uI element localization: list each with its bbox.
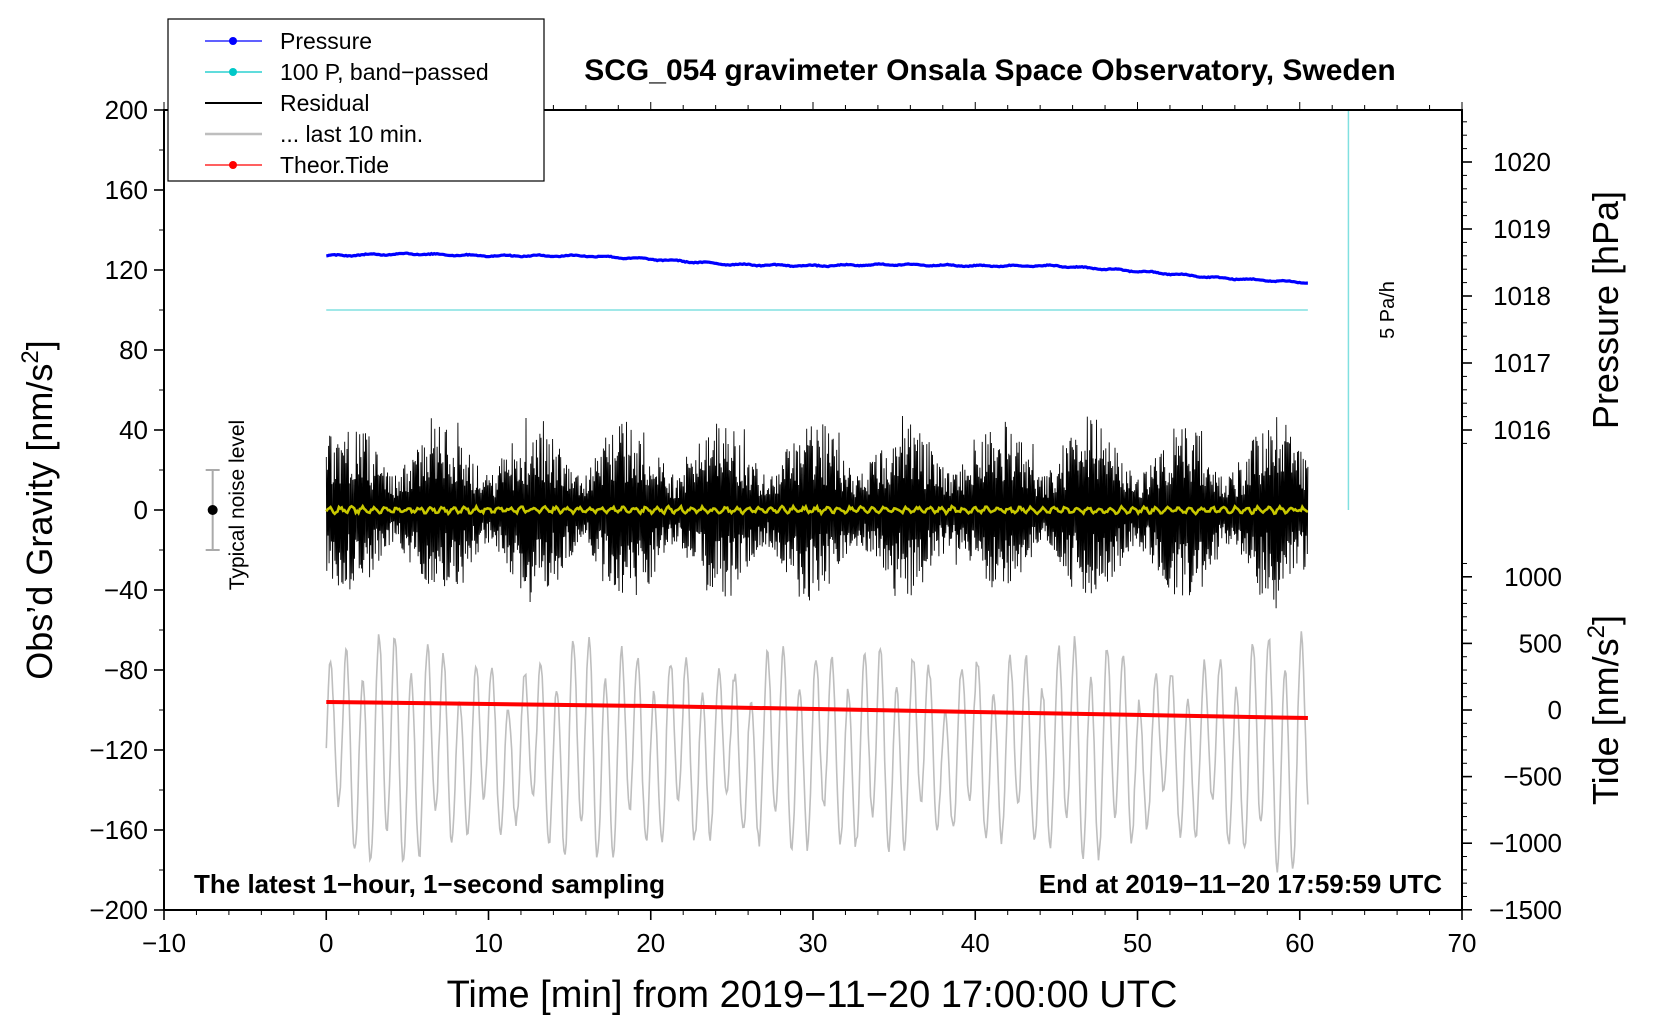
- x-tick-label: 40: [961, 928, 990, 958]
- legend-label: Theor.Tide: [280, 152, 389, 178]
- tide-tick-label: 500: [1519, 628, 1562, 658]
- y-label-left-close: ]: [19, 340, 60, 350]
- x-tick-label: 70: [1448, 928, 1477, 958]
- y-tick-label: −80: [104, 655, 148, 685]
- y-label-tide-close: ]: [1585, 615, 1626, 625]
- y-tick-label: 160: [105, 175, 148, 205]
- x-tick-label: 0: [319, 928, 333, 958]
- legend-label: Pressure: [280, 28, 372, 54]
- annotation-sampling: The latest 1−hour, 1−second sampling: [194, 869, 665, 899]
- y-axis-label-pressure: Pressure [hPa]: [1585, 191, 1626, 429]
- y-label-left-sup: 2: [17, 350, 44, 363]
- series-pressure: [326, 251, 1308, 285]
- tide-tick-label: 1000: [1504, 562, 1562, 592]
- series-theoretical-tide: [326, 700, 1308, 720]
- annotation-end-time: End at 2019−11−20 17:59:59 UTC: [1039, 869, 1442, 899]
- x-axis-label: Time [min] from 2019−11−20 17:00:00 UTC: [447, 974, 1178, 1016]
- y-tick-label: −120: [89, 735, 148, 765]
- series-last-10-min: [325, 631, 1309, 873]
- x-tick-label: 30: [799, 928, 828, 958]
- legend-marker: [229, 37, 237, 45]
- y-tick-label: −200: [89, 895, 148, 925]
- pressure-tick-label: 1018: [1493, 281, 1551, 311]
- y-tick-label: 0: [134, 495, 148, 525]
- y-tick-label: 120: [105, 255, 148, 285]
- ticks-layer: −10 0 10 20 30 40 50 60 70−200−160−120−80−400408…: [89, 95, 1562, 958]
- series-layer: [205, 110, 1350, 873]
- pressure-tick-label: 1019: [1493, 214, 1551, 244]
- legend-items: Pressure 100 P, band−passed Residual ... la…: [205, 28, 489, 178]
- pressure-tick-label: 1020: [1493, 147, 1551, 177]
- x-tick-label: 20: [636, 928, 665, 958]
- x-tick-label: 60: [1285, 928, 1314, 958]
- pa-rate-label: 5 Pa/h: [1377, 281, 1399, 339]
- y-label-left-main: Obs’d Gravity [nm/s: [19, 364, 60, 680]
- tide-tick-label: −1000: [1489, 828, 1562, 858]
- x-tick-label: 10: [474, 928, 503, 958]
- pressure-tick-label: 1016: [1493, 415, 1551, 445]
- y-tick-label: −160: [89, 815, 148, 845]
- tide-tick-label: 0: [1548, 695, 1562, 725]
- tide-tick-label: −1500: [1489, 895, 1562, 925]
- y-tick-label: 200: [105, 95, 148, 125]
- legend: Pressure 100 P, band−passed Residual ... la…: [167, 18, 545, 182]
- pressure-tick-label: 1017: [1493, 348, 1551, 378]
- legend-label: Residual: [280, 90, 370, 116]
- noise-level-label: Typical noise level: [226, 420, 249, 590]
- y-axis-label-left: Obs’d Gravity [nm/s2]: [17, 340, 60, 679]
- y-axis-label-tide: Tide [nm/s2]: [1583, 615, 1626, 805]
- noise-bar-center: [207, 505, 218, 515]
- y-label-tide-main: Tide [nm/s: [1585, 638, 1626, 805]
- legend-label: ... last 10 min.: [280, 121, 423, 147]
- series-residual-filtered: [325, 503, 1309, 517]
- y-label-tide-sup: 2: [1583, 625, 1610, 638]
- tide-tick-label: −500: [1503, 762, 1562, 792]
- x-tick-label: −10: [142, 928, 186, 958]
- y-tick-label: 40: [119, 415, 148, 445]
- legend-marker: [229, 161, 237, 169]
- y-tick-label: −40: [104, 575, 148, 605]
- chart-title: SCG_054 gravimeter Onsala Space Observat…: [584, 54, 1396, 87]
- legend-marker: [229, 68, 237, 76]
- legend-label: 100 P, band−passed: [280, 59, 489, 85]
- legend-box: [167, 18, 545, 182]
- x-tick-label: 50: [1123, 928, 1152, 958]
- y-tick-label: 80: [119, 335, 148, 365]
